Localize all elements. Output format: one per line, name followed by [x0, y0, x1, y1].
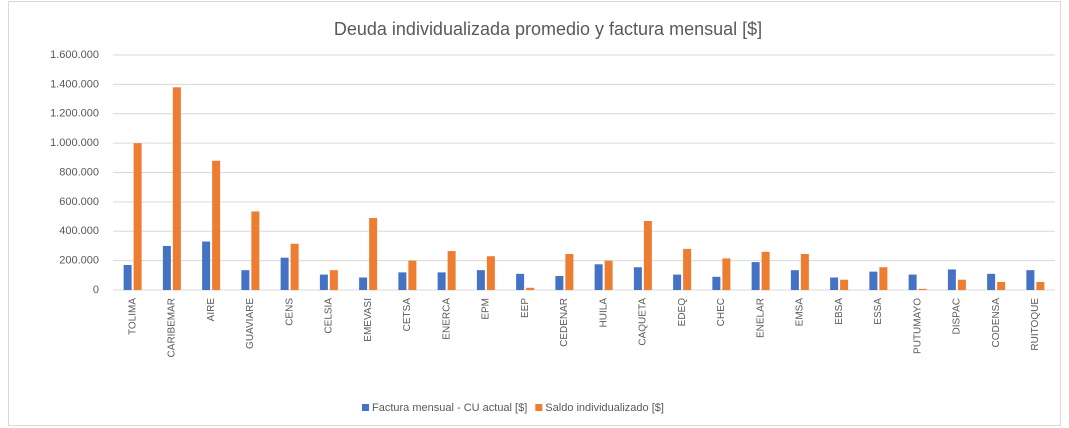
bar [172, 87, 181, 290]
chart-title: Deuda individualizada promedio y factura… [334, 19, 762, 39]
bar [997, 281, 1006, 290]
bar [329, 270, 338, 290]
bar [359, 277, 368, 290]
legend-label: Saldo individualizado [$] [545, 402, 664, 414]
bar [319, 274, 328, 290]
legend-swatch [535, 404, 543, 411]
bar [369, 218, 378, 290]
y-tick-label: 0 [93, 284, 99, 296]
bar [800, 254, 809, 290]
x-tick-label: HUILA [598, 298, 609, 328]
x-tick-label: EMEVASI [363, 298, 374, 342]
y-tick-label: 1.000.000 [50, 137, 99, 149]
x-tick-label: CARIBEMAR [167, 298, 178, 357]
y-tick-label: 1.200.000 [50, 108, 99, 120]
bar [840, 279, 849, 290]
x-tick-label: ESSA [873, 298, 884, 325]
legend-swatch [362, 404, 369, 411]
x-tick-label: CENS [284, 298, 295, 326]
legend-label: Factura mensual - CU actual [$] [372, 402, 527, 414]
bar [133, 143, 142, 290]
y-tick-label: 1.600.000 [50, 49, 99, 61]
x-tick-label: ENELAR [755, 298, 766, 338]
chart-frame [8, 1, 1061, 426]
bar [761, 251, 770, 290]
x-tick-label: CELSIA [324, 298, 335, 334]
bar [790, 270, 799, 290]
bar [202, 241, 211, 290]
x-tick-label: EBSA [834, 298, 845, 325]
bar [290, 243, 299, 290]
bar [476, 270, 485, 290]
y-tick-label: 200.000 [59, 255, 99, 267]
bar [830, 277, 839, 290]
bar [437, 272, 446, 290]
bar [947, 269, 956, 290]
bar [908, 274, 917, 290]
bar [486, 256, 495, 290]
x-tick-label: ENERCA [441, 298, 452, 340]
bar [683, 248, 692, 290]
bar [447, 251, 456, 290]
bar [712, 276, 721, 290]
bar [604, 260, 613, 290]
bar [241, 270, 250, 290]
bar [751, 262, 760, 290]
bar [123, 265, 132, 290]
y-tick-label: 1.400.000 [50, 78, 99, 90]
bar [643, 220, 652, 290]
x-tick-label: DISPAC [952, 298, 963, 335]
bar [516, 273, 525, 290]
bar [1026, 270, 1035, 290]
x-tick-label: EPM [481, 298, 492, 320]
bar [722, 258, 731, 290]
bar [957, 279, 966, 290]
x-tick-label: PUTUMAYO [912, 298, 923, 354]
bar [251, 211, 260, 290]
bar [280, 257, 289, 290]
x-tick-label: GUAVIARE [245, 298, 256, 349]
bar [879, 267, 888, 290]
x-tick-label: EDEQ [677, 298, 688, 327]
bar [1036, 281, 1045, 290]
x-tick-label: CETSA [402, 298, 413, 332]
bar [673, 274, 682, 290]
x-tick-label: AIRE [206, 298, 217, 322]
bar [869, 271, 878, 290]
y-tick-label: 400.000 [59, 225, 99, 237]
x-tick-label: RUITOQUE [1030, 298, 1041, 351]
x-tick-label: EEP [520, 298, 531, 318]
y-tick-label: 600.000 [59, 196, 99, 208]
y-tick-label: 800.000 [59, 166, 99, 178]
x-tick-label: CHEC [716, 298, 727, 326]
x-tick-label: CAQUETA [638, 298, 649, 346]
bar [212, 160, 221, 290]
x-tick-label: TOLIMA [127, 298, 138, 335]
bar [555, 276, 564, 290]
bar [594, 264, 603, 290]
x-tick-label: EMSA [795, 298, 806, 327]
bar [408, 260, 417, 290]
bar [633, 267, 642, 290]
bar [162, 245, 171, 290]
bar [398, 272, 407, 290]
x-tick-label: CODENSA [991, 298, 1002, 348]
bar [526, 287, 535, 290]
bar [565, 254, 574, 290]
bar [918, 288, 927, 290]
bar [987, 273, 996, 290]
x-tick-label: CEDENAR [559, 298, 570, 347]
